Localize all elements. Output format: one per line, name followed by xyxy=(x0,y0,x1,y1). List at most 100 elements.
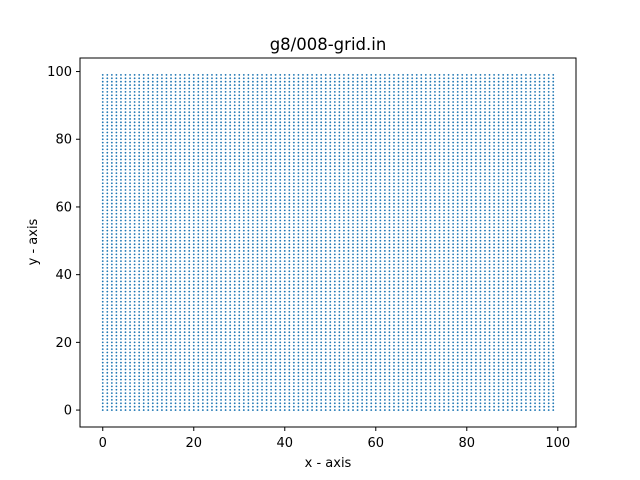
data-point xyxy=(165,327,168,330)
data-point xyxy=(133,226,136,229)
data-point xyxy=(142,243,145,246)
data-point xyxy=(206,358,209,361)
data-point xyxy=(224,77,227,80)
data-point xyxy=(297,192,300,195)
data-point xyxy=(324,165,327,168)
data-point xyxy=(292,74,295,76)
data-point xyxy=(142,392,145,395)
data-point xyxy=(233,294,236,296)
data-point xyxy=(138,121,141,124)
data-point xyxy=(233,158,236,161)
data-point xyxy=(183,263,186,266)
data-point xyxy=(170,378,172,381)
data-point xyxy=(224,388,227,391)
data-point xyxy=(138,341,141,344)
data-point xyxy=(142,341,145,344)
data-point xyxy=(174,277,177,279)
data-point xyxy=(324,233,327,235)
data-point xyxy=(138,216,141,219)
data-point xyxy=(174,104,177,107)
data-point xyxy=(261,355,263,357)
data-point xyxy=(265,382,268,384)
data-point xyxy=(252,266,254,269)
data-point xyxy=(242,209,245,212)
data-point xyxy=(206,334,209,337)
data-point xyxy=(265,151,268,154)
data-point xyxy=(147,148,150,151)
data-point xyxy=(101,236,104,239)
data-point xyxy=(252,260,254,263)
series-0 xyxy=(101,74,555,411)
data-point xyxy=(124,402,127,405)
data-point xyxy=(133,385,136,388)
data-point xyxy=(261,402,263,405)
data-point xyxy=(279,165,282,168)
data-point xyxy=(183,314,186,317)
data-point xyxy=(252,395,254,398)
data-point xyxy=(265,182,268,185)
data-point xyxy=(179,307,182,310)
data-point xyxy=(188,94,191,97)
data-point xyxy=(206,368,209,371)
data-point xyxy=(147,158,150,161)
data-point xyxy=(229,182,232,185)
data-point xyxy=(324,94,327,97)
data-point xyxy=(242,294,245,296)
data-point xyxy=(215,327,218,330)
data-point xyxy=(188,148,191,151)
data-point xyxy=(292,327,295,330)
data-point xyxy=(110,361,113,364)
data-point xyxy=(311,304,313,307)
data-point xyxy=(197,270,200,273)
data-point xyxy=(110,80,113,83)
data-point xyxy=(188,216,191,219)
data-point xyxy=(142,84,145,86)
data-point xyxy=(288,263,291,266)
data-point xyxy=(238,294,241,296)
data-point xyxy=(120,388,122,391)
data-point xyxy=(324,283,327,286)
data-point xyxy=(151,206,154,208)
data-point xyxy=(165,385,168,388)
data-point xyxy=(292,277,295,279)
data-point xyxy=(265,124,268,127)
data-point xyxy=(256,402,259,405)
data-point xyxy=(133,317,136,320)
data-point xyxy=(238,178,241,181)
data-point xyxy=(197,107,200,110)
data-point xyxy=(242,101,245,103)
data-point xyxy=(238,250,241,252)
data-point xyxy=(129,395,131,398)
data-point xyxy=(138,151,141,154)
data-point xyxy=(274,229,277,232)
data-point xyxy=(311,348,313,351)
data-point xyxy=(206,365,209,367)
data-point xyxy=(151,226,154,229)
data-point xyxy=(156,334,159,337)
data-point xyxy=(206,307,209,310)
data-point xyxy=(306,395,309,398)
data-point xyxy=(215,273,218,276)
data-point xyxy=(165,321,168,323)
data-point xyxy=(224,290,227,293)
data-point xyxy=(233,395,236,398)
data-point xyxy=(297,355,300,357)
data-point xyxy=(211,202,213,205)
data-point xyxy=(242,219,245,222)
data-point xyxy=(138,375,141,378)
data-point xyxy=(229,172,232,175)
data-point xyxy=(201,151,204,154)
data-point xyxy=(165,162,168,164)
data-point xyxy=(192,270,195,273)
data-point xyxy=(192,243,195,246)
data-point xyxy=(274,355,277,357)
data-point xyxy=(170,317,172,320)
data-point xyxy=(106,118,109,120)
data-point xyxy=(215,300,218,303)
data-point xyxy=(133,158,136,161)
data-point xyxy=(242,185,245,188)
data-point xyxy=(133,182,136,185)
data-point xyxy=(242,355,245,357)
data-point xyxy=(215,229,218,232)
data-point xyxy=(174,148,177,151)
